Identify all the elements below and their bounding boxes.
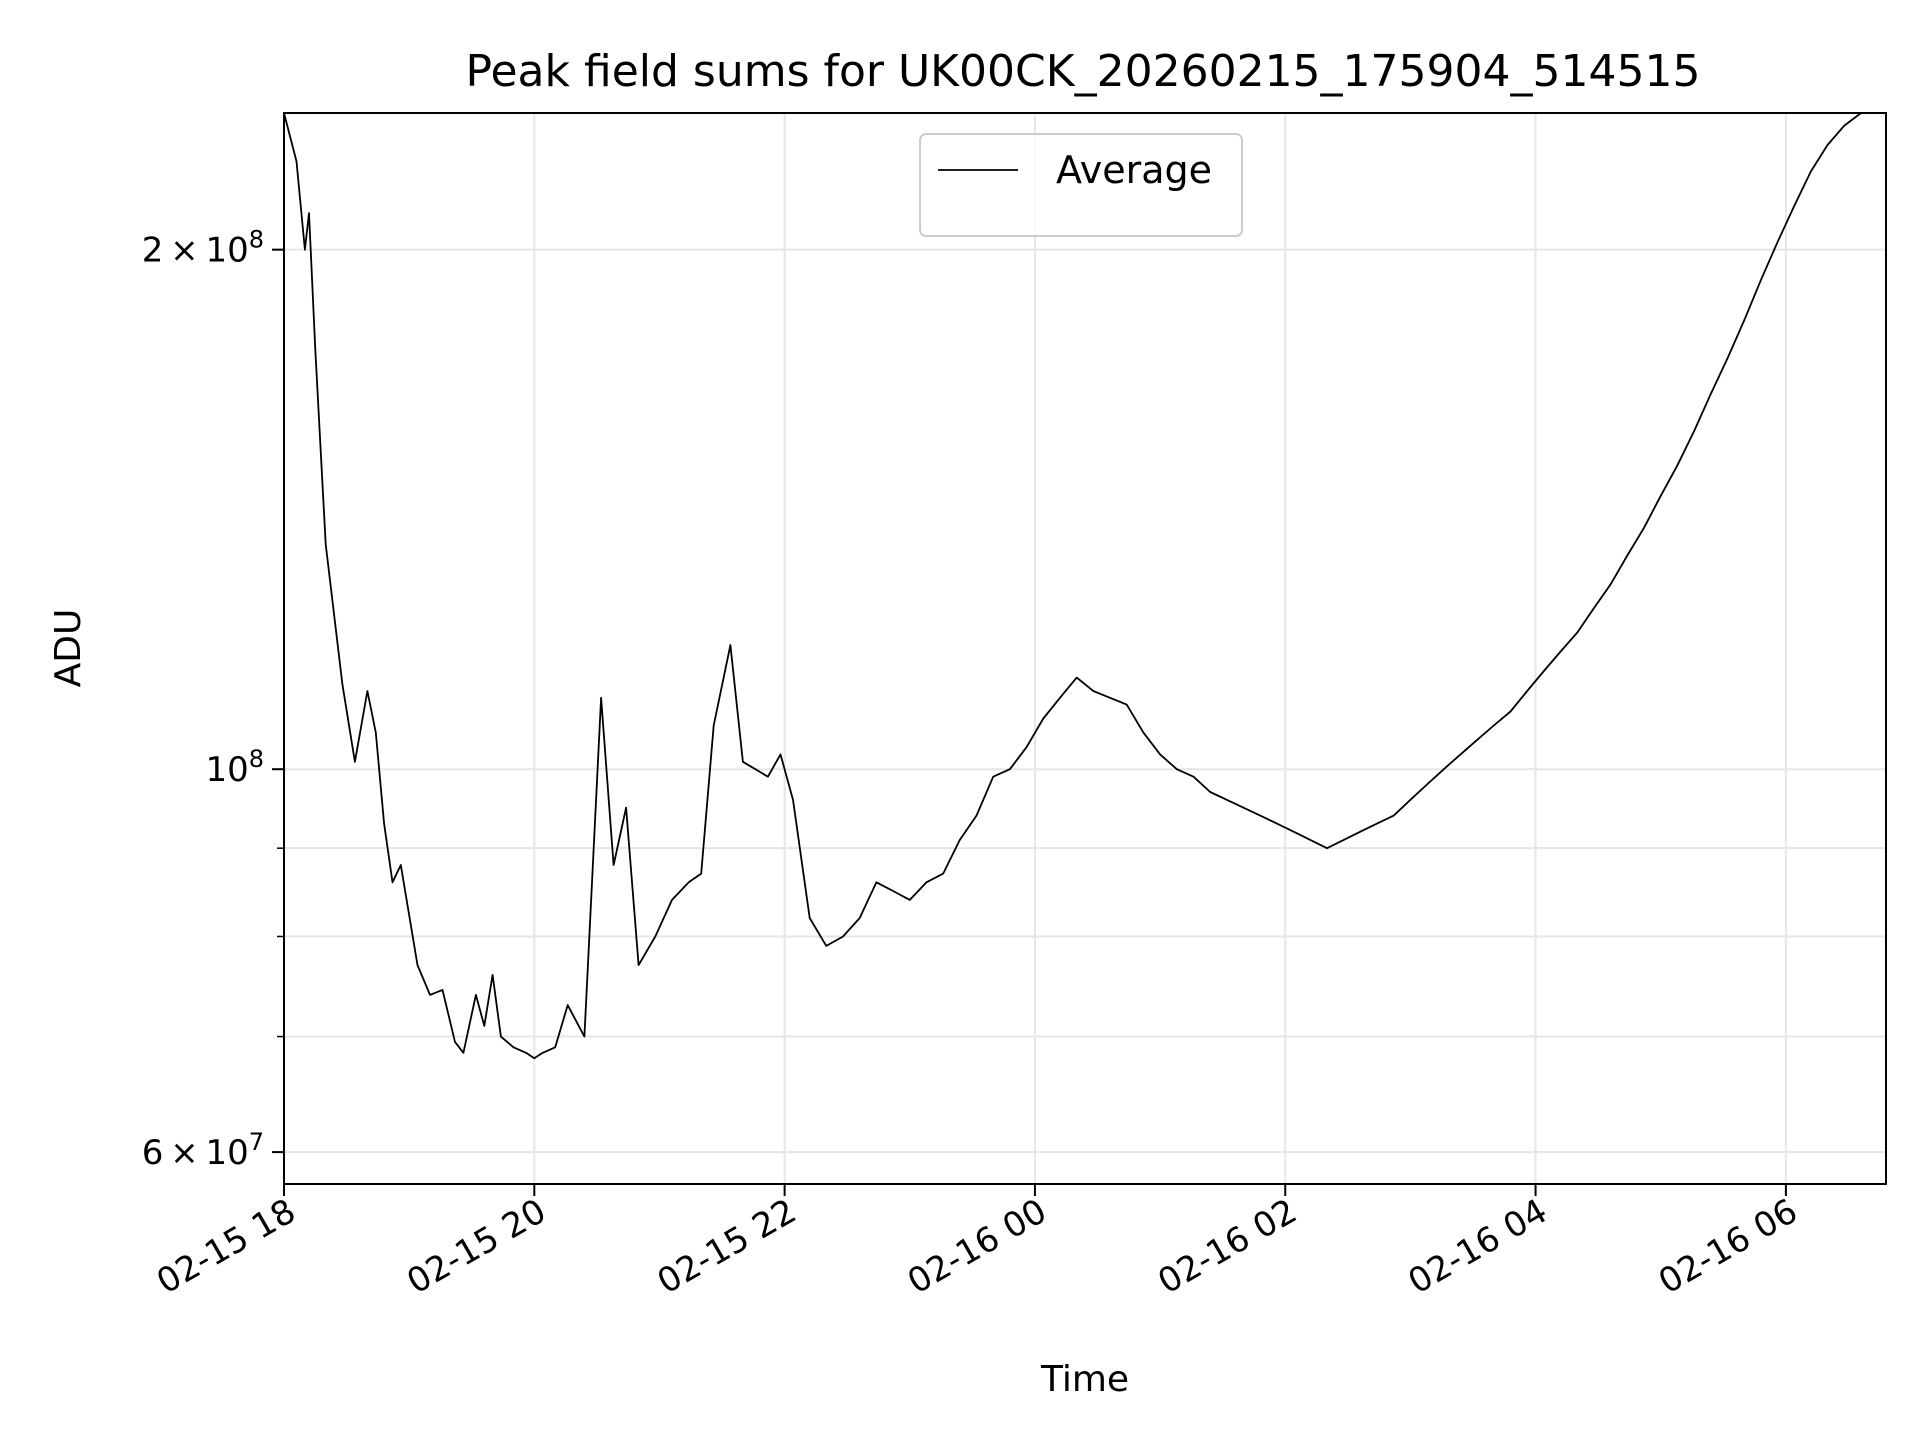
chart-title: Peak field sums for UK00CK_20260215_1759… [466,46,1701,97]
legend: Average [919,133,1243,237]
plot-frame [283,112,1887,1185]
y-tick-mantissa: 2 [142,231,164,271]
y-tick-mantissa: 6 [142,1133,164,1173]
series-layer [284,113,1862,1060]
y-tick-label: 6 × 107 [142,1128,264,1173]
series-line-average [284,113,1862,1060]
x-axis-title: Time [1040,1359,1129,1400]
y-tick-label: 2 × 108 [142,226,264,271]
y-tick-exponent: 8 [249,226,264,254]
legend-label-average: Average [1056,148,1212,192]
y-axis-title: ADU [48,609,89,688]
grid [283,113,1886,1184]
y-tick-base: × 10 [163,231,248,271]
y-tick-exponent: 7 [249,1128,264,1156]
legend-box [919,133,1243,237]
y-tick-base: × 10 [163,1133,248,1173]
y-tick-base: 10 [205,750,248,790]
y-tick-label: 108 [205,745,264,790]
y-tick-exponent: 8 [249,745,264,773]
